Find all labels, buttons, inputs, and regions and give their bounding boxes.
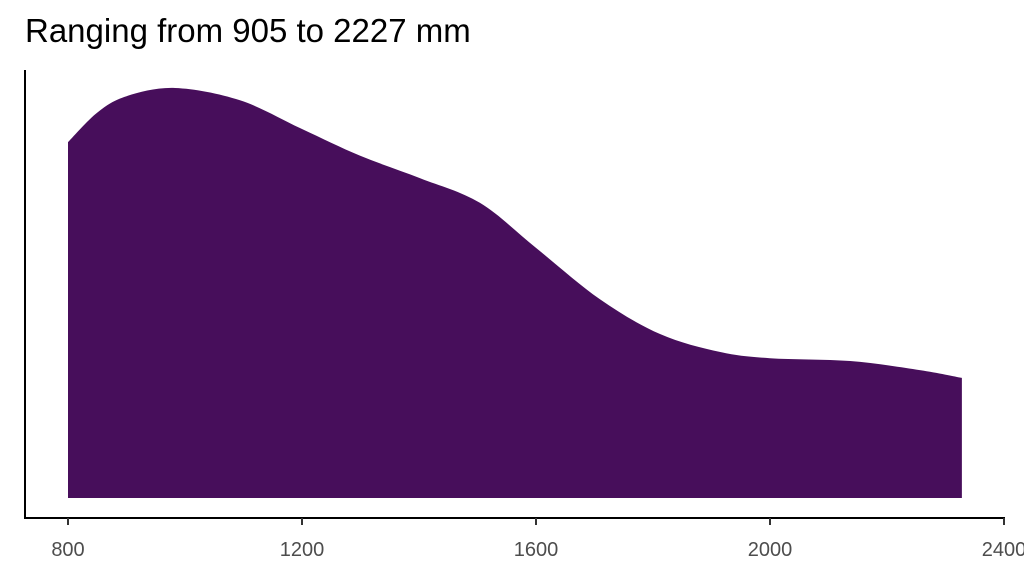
x-tick-label: 1200 xyxy=(280,539,325,561)
x-tick-label: 800 xyxy=(51,539,84,561)
x-tick-label: 1600 xyxy=(514,539,559,561)
density-area xyxy=(68,87,962,498)
chart-title: Ranging from 905 to 2227 mm xyxy=(25,12,471,49)
x-tick-label: 2000 xyxy=(748,539,793,561)
x-tick-label: 2400 xyxy=(982,539,1024,561)
